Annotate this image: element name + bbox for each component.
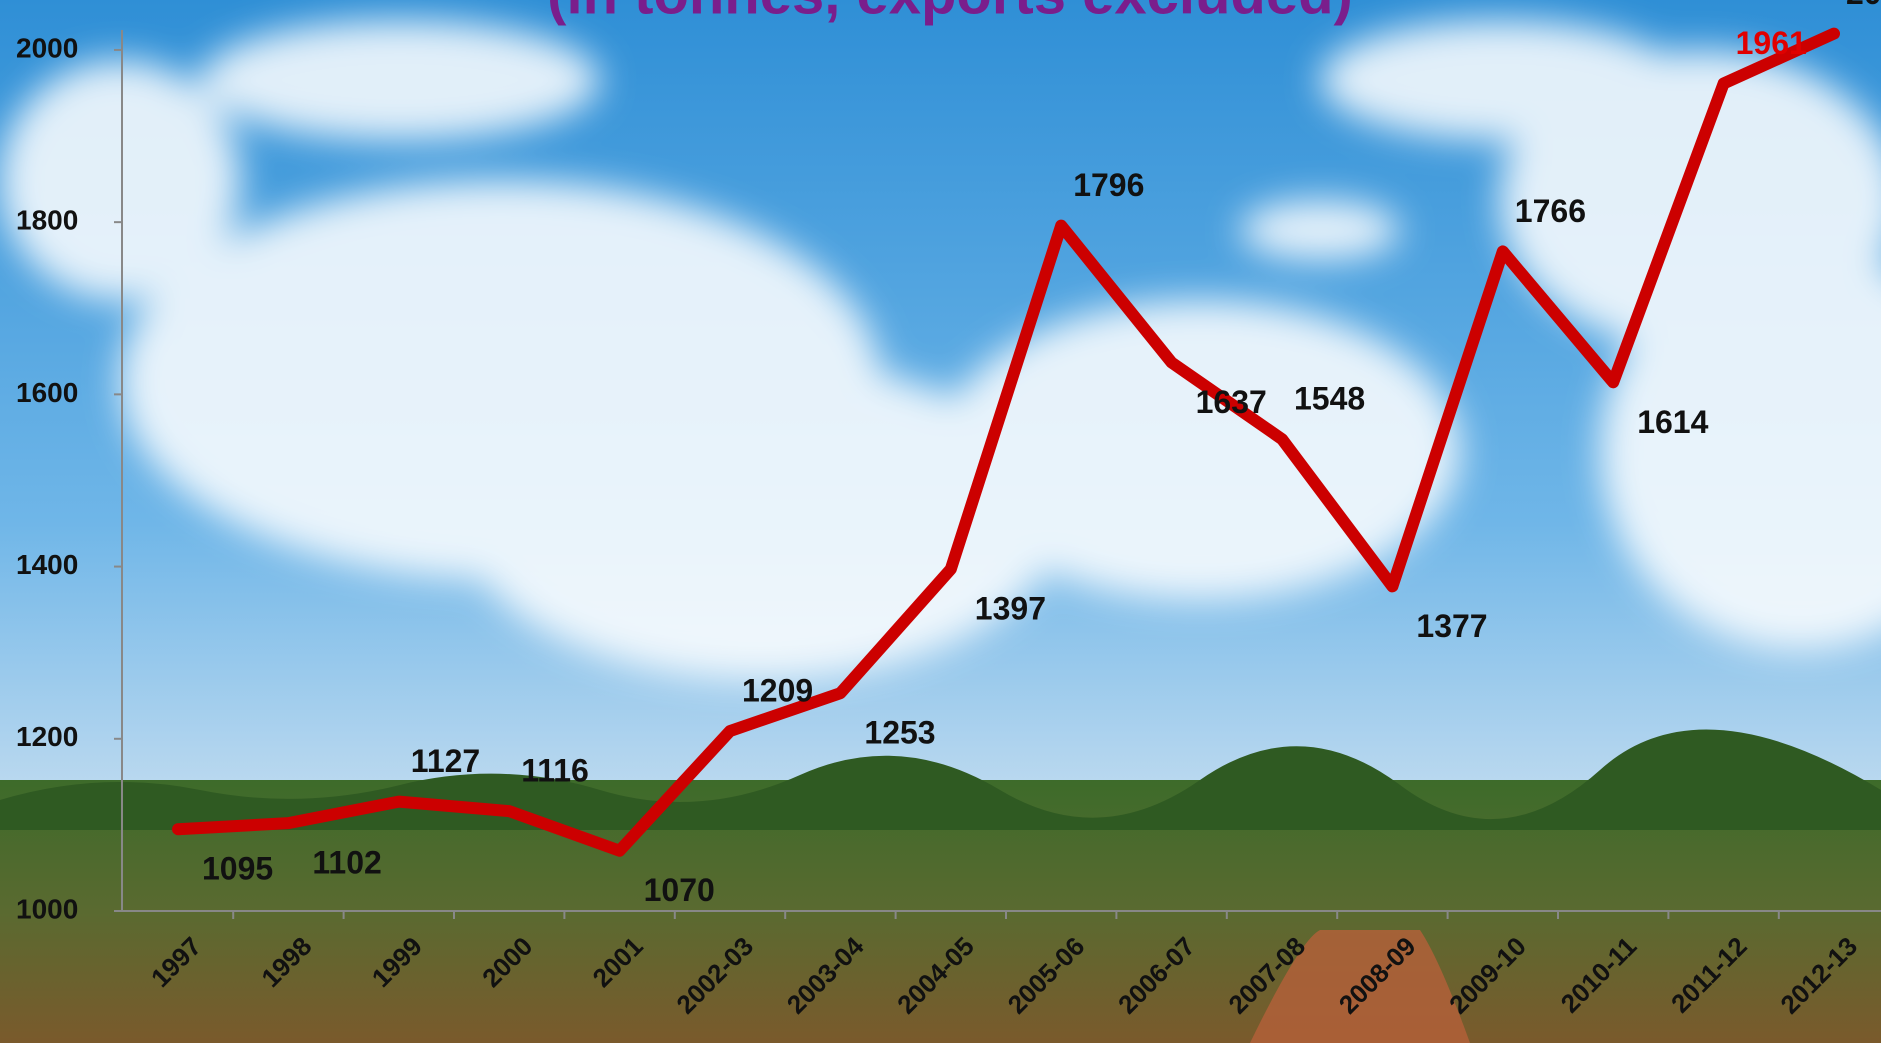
data-label: 1209 [742,672,813,708]
data-label: 1397 [975,591,1046,627]
data-label: 1961 [1736,25,1807,61]
y-tick-label: 1600 [16,377,78,408]
data-label: 1637 [1196,384,1267,420]
data-label: 1377 [1416,608,1487,644]
chart: (in tonnes, exports excluded) 1000 1200 14… [0,0,1881,1043]
background [0,0,1881,1043]
data-label: 1095 [202,851,273,887]
data-label: 1796 [1073,167,1144,203]
data-label: 1116 [521,753,589,789]
data-label: 1766 [1515,193,1586,229]
y-tick-label: 1400 [16,549,78,580]
y-tick-label: 1800 [16,205,78,236]
data-label: 1253 [864,715,935,751]
data-label: 1102 [312,845,381,881]
data-label: 1070 [644,872,715,908]
y-tick-label: 2000 [16,32,78,63]
data-label: 2019 [1846,0,1881,11]
y-tick-label: 1200 [16,721,78,752]
y-tick-label: 1000 [16,893,78,924]
chart-title: (in tonnes, exports excluded) [547,0,1353,26]
data-label: 1548 [1294,381,1365,417]
data-label: 1127 [411,743,480,779]
data-label: 1614 [1637,404,1708,440]
